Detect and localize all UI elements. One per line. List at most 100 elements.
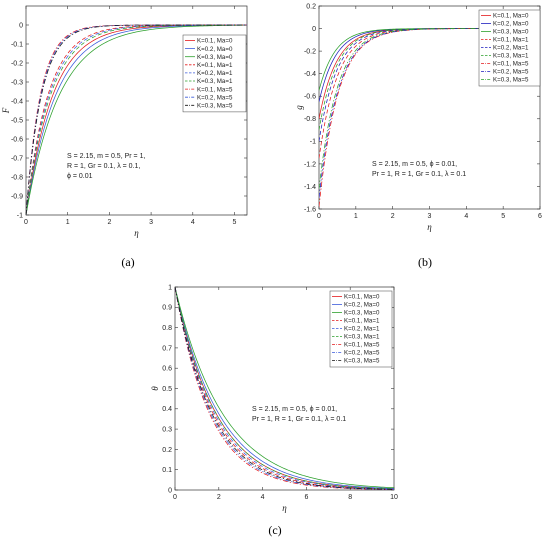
y-tick-label: 0: [312, 26, 316, 33]
y-tick-label: 0: [168, 487, 172, 494]
panel-b: 0.20-0.2-0.4-0.6-0.8-1-1.2-1.4-1.60 1 2 3 4 5…: [294, 3, 542, 269]
y-tick-label: -1.4: [304, 184, 316, 191]
legend-entry: K=0.2, Ma=0: [197, 46, 233, 53]
series-line-3: [26, 24, 247, 215]
legend-box: [478, 9, 541, 87]
y-tick-label: -0.2: [304, 49, 316, 56]
y-tick-label: -0.6: [304, 94, 316, 101]
y-tick-label: 0.5: [162, 386, 172, 393]
parameter-annotation: R = 1, Gr = 0.1, λ = 0.1,: [67, 163, 140, 170]
y-tick-label: -0.7: [11, 155, 23, 162]
parameter-annotation: S = 2.15, m = 0.5, ϕ = 0.01,: [252, 406, 337, 413]
y-tick-label: 0.4: [162, 406, 172, 413]
y-tick-label: -1: [310, 139, 316, 146]
y-axis-label: g: [294, 105, 304, 110]
x-tick-label: 5: [233, 219, 237, 226]
series-line-5: [175, 287, 394, 490]
legend-entry: K=0.2, Ma=1: [493, 45, 529, 52]
legend: K=0.1, Ma=0K=0.2, Ma=0K=0.3, Ma=0K=0.1, …: [478, 9, 541, 87]
legend-entry: K=0.1, Ma=0: [344, 294, 380, 301]
legend-entry: K=0.2, Ma=5: [197, 94, 233, 101]
parameter-annotation: S = 2.15, m = 0.5, Pr = 1,: [67, 153, 145, 160]
series-line-5: [26, 24, 247, 215]
y-tick-label: -0.3: [11, 79, 23, 86]
y-tick-label: -0.4: [304, 71, 316, 78]
series-curves: [26, 24, 247, 215]
x-tick-label: 8: [348, 494, 352, 501]
panel-label: (a): [121, 255, 134, 269]
parameter-annotation: S = 2.15, m = 0.5, ϕ = 0.01,: [372, 161, 457, 168]
y-tick-label: 0.8: [162, 325, 172, 332]
panel-a: 0-0.1-0.2-0.3-0.4-0.5-0.6-0.7-0.8-0.9-10…: [1, 5, 248, 269]
x-tick-label: 4: [261, 494, 265, 501]
legend-entry: K=0.3, Ma=1: [493, 53, 529, 60]
legend-entry: K=0.1, Ma=5: [197, 86, 233, 93]
legend: K=0.1, Ma=0K=0.2, Ma=0K=0.3, Ma=0K=0.1, …: [182, 34, 247, 113]
legend-entry: K=0.3, Ma=5: [197, 103, 233, 110]
panel-c: 00.10.20.30.40.50.60.70.80.910 2 4 6 8 10ηθK=…: [150, 284, 398, 537]
y-tick-label: -1.6: [304, 206, 316, 213]
y-tick-label: 0.3: [162, 427, 172, 434]
x-tick-label: 4: [191, 219, 195, 226]
y-tick-label: -1.2: [304, 161, 316, 168]
legend-entry: K=0.1, Ma=0: [197, 38, 233, 45]
series-line-6: [175, 287, 394, 490]
legend: K=0.1, Ma=0K=0.2, Ma=0K=0.3, Ma=0K=0.1, …: [329, 290, 393, 368]
legend-entry: K=0.3, Ma=1: [197, 78, 233, 85]
x-tick-label: 2: [391, 213, 395, 220]
x-tick-label: 6: [538, 213, 542, 220]
plot-area: [25, 5, 248, 216]
legend-entry: K=0.1, Ma=0: [493, 13, 529, 20]
y-tick-label: 0: [19, 22, 23, 29]
y-tick-label: 0.2: [306, 3, 316, 10]
y-tick-label: -0.4: [11, 98, 23, 105]
legend-entry: K=0.1, Ma=1: [344, 318, 380, 325]
legend-entry: K=0.1, Ma=5: [344, 342, 380, 349]
parameter-annotation: Pr = 1, R = 1, Gr = 0.1, λ = 0.1: [252, 416, 346, 423]
y-axis-label: F: [1, 107, 11, 114]
y-axis-label: θ: [150, 386, 160, 391]
x-tick-label: 1: [66, 219, 70, 226]
x-axis-label: η: [134, 228, 139, 238]
legend-entry: K=0.1, Ma=1: [197, 62, 233, 69]
legend-entry: K=0.1, Ma=1: [493, 37, 529, 44]
legend-entry: K=0.3, Ma=0: [197, 54, 233, 61]
y-tick-label: -0.1: [11, 41, 23, 48]
x-tick-label: 6: [304, 494, 308, 501]
legend-entry: K=0.2, Ma=1: [344, 326, 380, 333]
legend-box: [182, 34, 247, 113]
legend-entry: K=0.2, Ma=1: [197, 70, 233, 77]
legend-entry: K=0.3, Ma=1: [344, 334, 380, 341]
panel-label: (b): [418, 255, 432, 269]
y-tick-label: -0.2: [11, 60, 23, 67]
y-tick-label: -0.8: [304, 116, 316, 123]
x-tick-label: 3: [428, 213, 432, 220]
y-tick-label: 0.2: [162, 447, 172, 454]
y-tick-label: -0.8: [11, 174, 23, 181]
x-tick-label: 1: [354, 213, 358, 220]
y-tick-label: -0.5: [11, 117, 23, 124]
series-curves: [175, 287, 394, 490]
x-tick-label: 0: [24, 219, 28, 226]
x-axis-label: η: [282, 503, 287, 513]
panel-label: (c): [268, 523, 281, 537]
legend-entry: K=0.2, Ma=5: [344, 350, 380, 357]
legend-box: [329, 290, 393, 368]
y-tick-label: 0.9: [162, 305, 172, 312]
legend-entry: K=0.2, Ma=0: [344, 302, 380, 309]
series-line-9: [175, 287, 394, 490]
x-tick-label: 5: [501, 213, 505, 220]
y-tick-label: -0.6: [11, 136, 23, 143]
legend-entry: K=0.3, Ma=5: [493, 77, 529, 84]
legend-entry: K=0.3, Ma=5: [344, 358, 380, 365]
y-tick-label: -1: [17, 212, 23, 219]
y-tick-label: 0.1: [162, 467, 172, 474]
y-tick-label: 0.7: [162, 345, 172, 352]
x-axis-label: η: [427, 222, 432, 232]
series-line-2: [175, 287, 394, 489]
parameter-annotation: ϕ = 0.01: [67, 173, 93, 180]
x-tick-label: 2: [107, 219, 111, 226]
x-tick-label: 4: [464, 213, 468, 220]
x-tick-label: 3: [149, 219, 153, 226]
